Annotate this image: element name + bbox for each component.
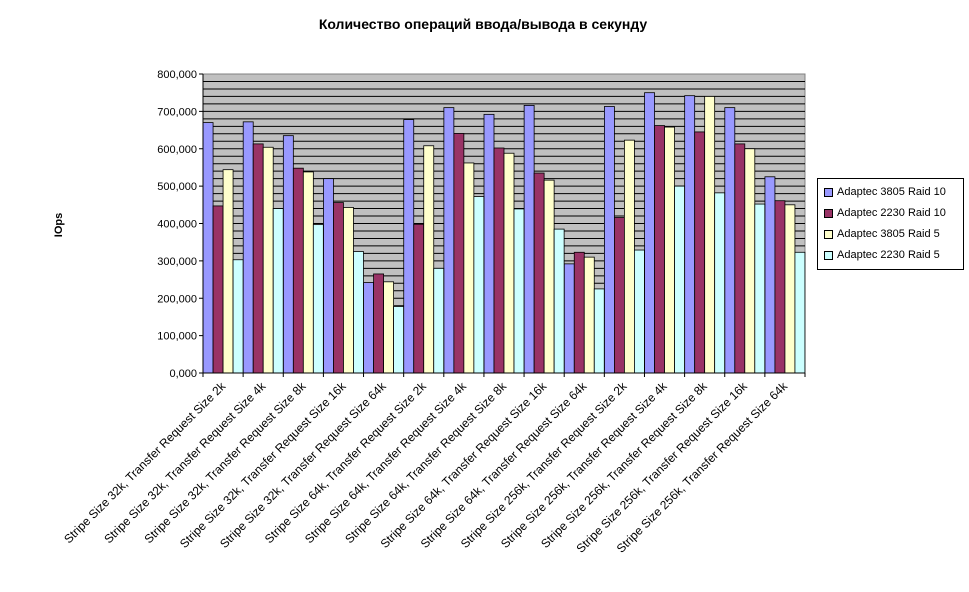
bar (704, 96, 716, 374)
bar (694, 131, 706, 374)
y-tick-label: 800,000 (157, 69, 197, 81)
bar (262, 146, 274, 374)
bar (503, 152, 515, 374)
bar (624, 139, 635, 374)
bar (363, 282, 375, 374)
bar (433, 267, 445, 374)
bar (614, 217, 625, 374)
bar (774, 200, 786, 374)
legend-label: Adaptec 3805 Raid 10 (837, 186, 946, 198)
bar (323, 178, 334, 374)
y-tick-label: 700,000 (157, 106, 197, 118)
legend-label: Adaptec 3805 Raid 5 (837, 228, 940, 240)
chart-title: Количество операций ввода/вывода в секун… (319, 16, 648, 32)
legend-label: Adaptec 2230 Raid 10 (837, 207, 946, 219)
legend: Adaptec 3805 Raid 10 Adaptec 2230 Raid 10… (817, 178, 964, 270)
y-tick-label: 200,000 (157, 293, 197, 305)
bar (634, 249, 645, 374)
y-axis-label: IOps (53, 213, 65, 237)
y-tick-label: 600,000 (157, 144, 197, 156)
bar (573, 251, 585, 374)
bar (302, 171, 314, 374)
bar (684, 95, 696, 374)
bar (714, 192, 726, 374)
y-tick-label: 0,000 (169, 368, 197, 380)
bar (252, 143, 264, 374)
bar (423, 145, 435, 374)
bar (744, 148, 756, 374)
bar (292, 167, 304, 374)
legend-swatch (824, 187, 833, 197)
bar (533, 172, 545, 374)
bar (754, 203, 766, 374)
bar (553, 228, 565, 374)
bar (654, 125, 665, 374)
bar (403, 119, 415, 374)
bar (383, 281, 395, 374)
bar (242, 121, 254, 374)
bar (202, 122, 214, 374)
bar (563, 263, 575, 374)
bar (463, 162, 475, 374)
bar (794, 251, 806, 374)
bar (453, 133, 465, 374)
bar (473, 196, 485, 374)
bar (373, 273, 385, 374)
bar (593, 288, 605, 374)
legend-swatch (824, 208, 833, 218)
bar (212, 205, 224, 374)
y-tick-label: 500,000 (157, 181, 197, 193)
y-tick-label: 400,000 (157, 219, 197, 231)
legend-item: Adaptec 3805 Raid 5 (824, 227, 940, 241)
bar (232, 259, 244, 374)
bar (222, 169, 234, 374)
bar (734, 143, 746, 374)
bar (724, 107, 736, 374)
bar (493, 147, 505, 374)
bars (202, 92, 806, 374)
bar (282, 135, 294, 374)
legend-item: Adaptec 2230 Raid 10 (824, 206, 946, 220)
legend-swatch (824, 229, 833, 239)
bar (443, 107, 455, 374)
bar (604, 106, 615, 374)
bar (272, 208, 284, 374)
bar (664, 126, 675, 374)
bar (312, 224, 324, 374)
legend-item: Adaptec 2230 Raid 5 (824, 248, 940, 262)
y-tick-label: 300,000 (157, 256, 197, 268)
bar (343, 207, 354, 374)
bar (483, 113, 495, 374)
y-tick-label: 100,000 (157, 331, 197, 343)
bar (393, 306, 405, 374)
bar (523, 104, 535, 374)
x-tick-labels: Stripe Size 32k, Transfer Request Size 2… (61, 373, 806, 556)
bar (543, 179, 555, 374)
bar (674, 185, 685, 374)
y-tick-labels: 0,000 100,000 200,000 300,000 400,000 500,000… (157, 69, 203, 380)
bar (583, 256, 595, 374)
legend-label: Adaptec 2230 Raid 5 (837, 249, 940, 261)
bar (513, 208, 525, 374)
bar (413, 223, 425, 374)
bar (764, 176, 776, 374)
bar (333, 202, 344, 374)
bar (644, 92, 655, 374)
bar (784, 204, 796, 374)
legend-item: Adaptec 3805 Raid 10 (824, 185, 946, 199)
bar (353, 251, 364, 374)
legend-swatch (824, 250, 833, 260)
